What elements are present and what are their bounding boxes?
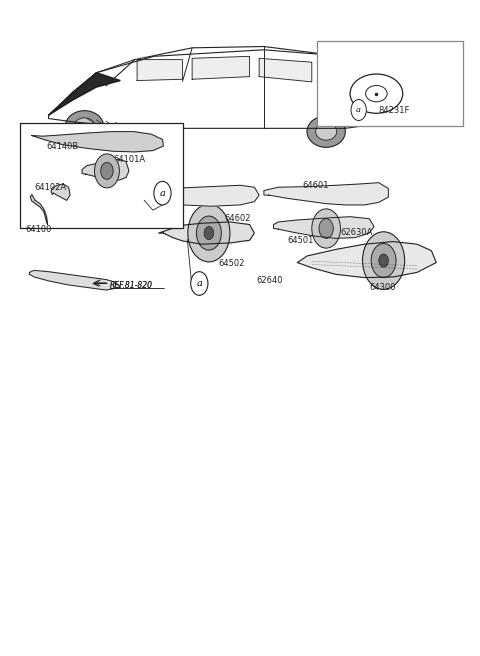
Ellipse shape — [316, 123, 336, 140]
Circle shape — [362, 232, 405, 289]
Polygon shape — [192, 56, 250, 79]
Polygon shape — [298, 241, 436, 277]
Text: 64101A: 64101A — [114, 155, 146, 164]
Circle shape — [371, 243, 396, 277]
Circle shape — [95, 154, 120, 188]
Text: a: a — [159, 189, 166, 197]
Text: 64502: 64502 — [218, 259, 245, 268]
Text: 64100: 64100 — [25, 225, 52, 234]
Circle shape — [312, 209, 340, 248]
Circle shape — [154, 181, 171, 205]
Polygon shape — [259, 58, 312, 82]
Polygon shape — [30, 194, 48, 224]
Polygon shape — [137, 60, 182, 81]
Circle shape — [196, 216, 221, 250]
Text: a: a — [356, 106, 361, 114]
Polygon shape — [125, 185, 259, 206]
Polygon shape — [274, 216, 374, 238]
Circle shape — [188, 204, 230, 262]
Text: 64102A: 64102A — [35, 184, 67, 192]
Text: a: a — [196, 279, 202, 288]
Circle shape — [379, 254, 388, 267]
Text: REF.81-820: REF.81-820 — [110, 281, 153, 290]
Circle shape — [319, 218, 333, 238]
Text: 64501: 64501 — [288, 236, 314, 245]
FancyBboxPatch shape — [20, 123, 182, 228]
Text: 62640: 62640 — [257, 276, 283, 285]
Circle shape — [191, 272, 208, 295]
Ellipse shape — [74, 118, 95, 135]
Circle shape — [204, 226, 214, 239]
Circle shape — [351, 100, 366, 121]
Polygon shape — [32, 132, 163, 152]
Ellipse shape — [65, 111, 104, 142]
Text: 62630A: 62630A — [340, 228, 373, 237]
Polygon shape — [48, 73, 120, 115]
Text: REF.81-820: REF.81-820 — [110, 281, 153, 290]
Text: 64601: 64601 — [302, 181, 329, 190]
Polygon shape — [264, 182, 388, 205]
Polygon shape — [29, 270, 120, 290]
Text: 64300: 64300 — [369, 283, 396, 292]
Polygon shape — [130, 211, 173, 226]
FancyBboxPatch shape — [317, 41, 463, 127]
Circle shape — [101, 163, 113, 179]
Text: 64602: 64602 — [225, 213, 251, 222]
Polygon shape — [82, 159, 129, 180]
Ellipse shape — [307, 116, 345, 148]
Polygon shape — [158, 222, 254, 244]
Polygon shape — [51, 184, 70, 200]
Text: 84231F: 84231F — [379, 106, 410, 115]
Text: 64140B: 64140B — [46, 142, 78, 151]
